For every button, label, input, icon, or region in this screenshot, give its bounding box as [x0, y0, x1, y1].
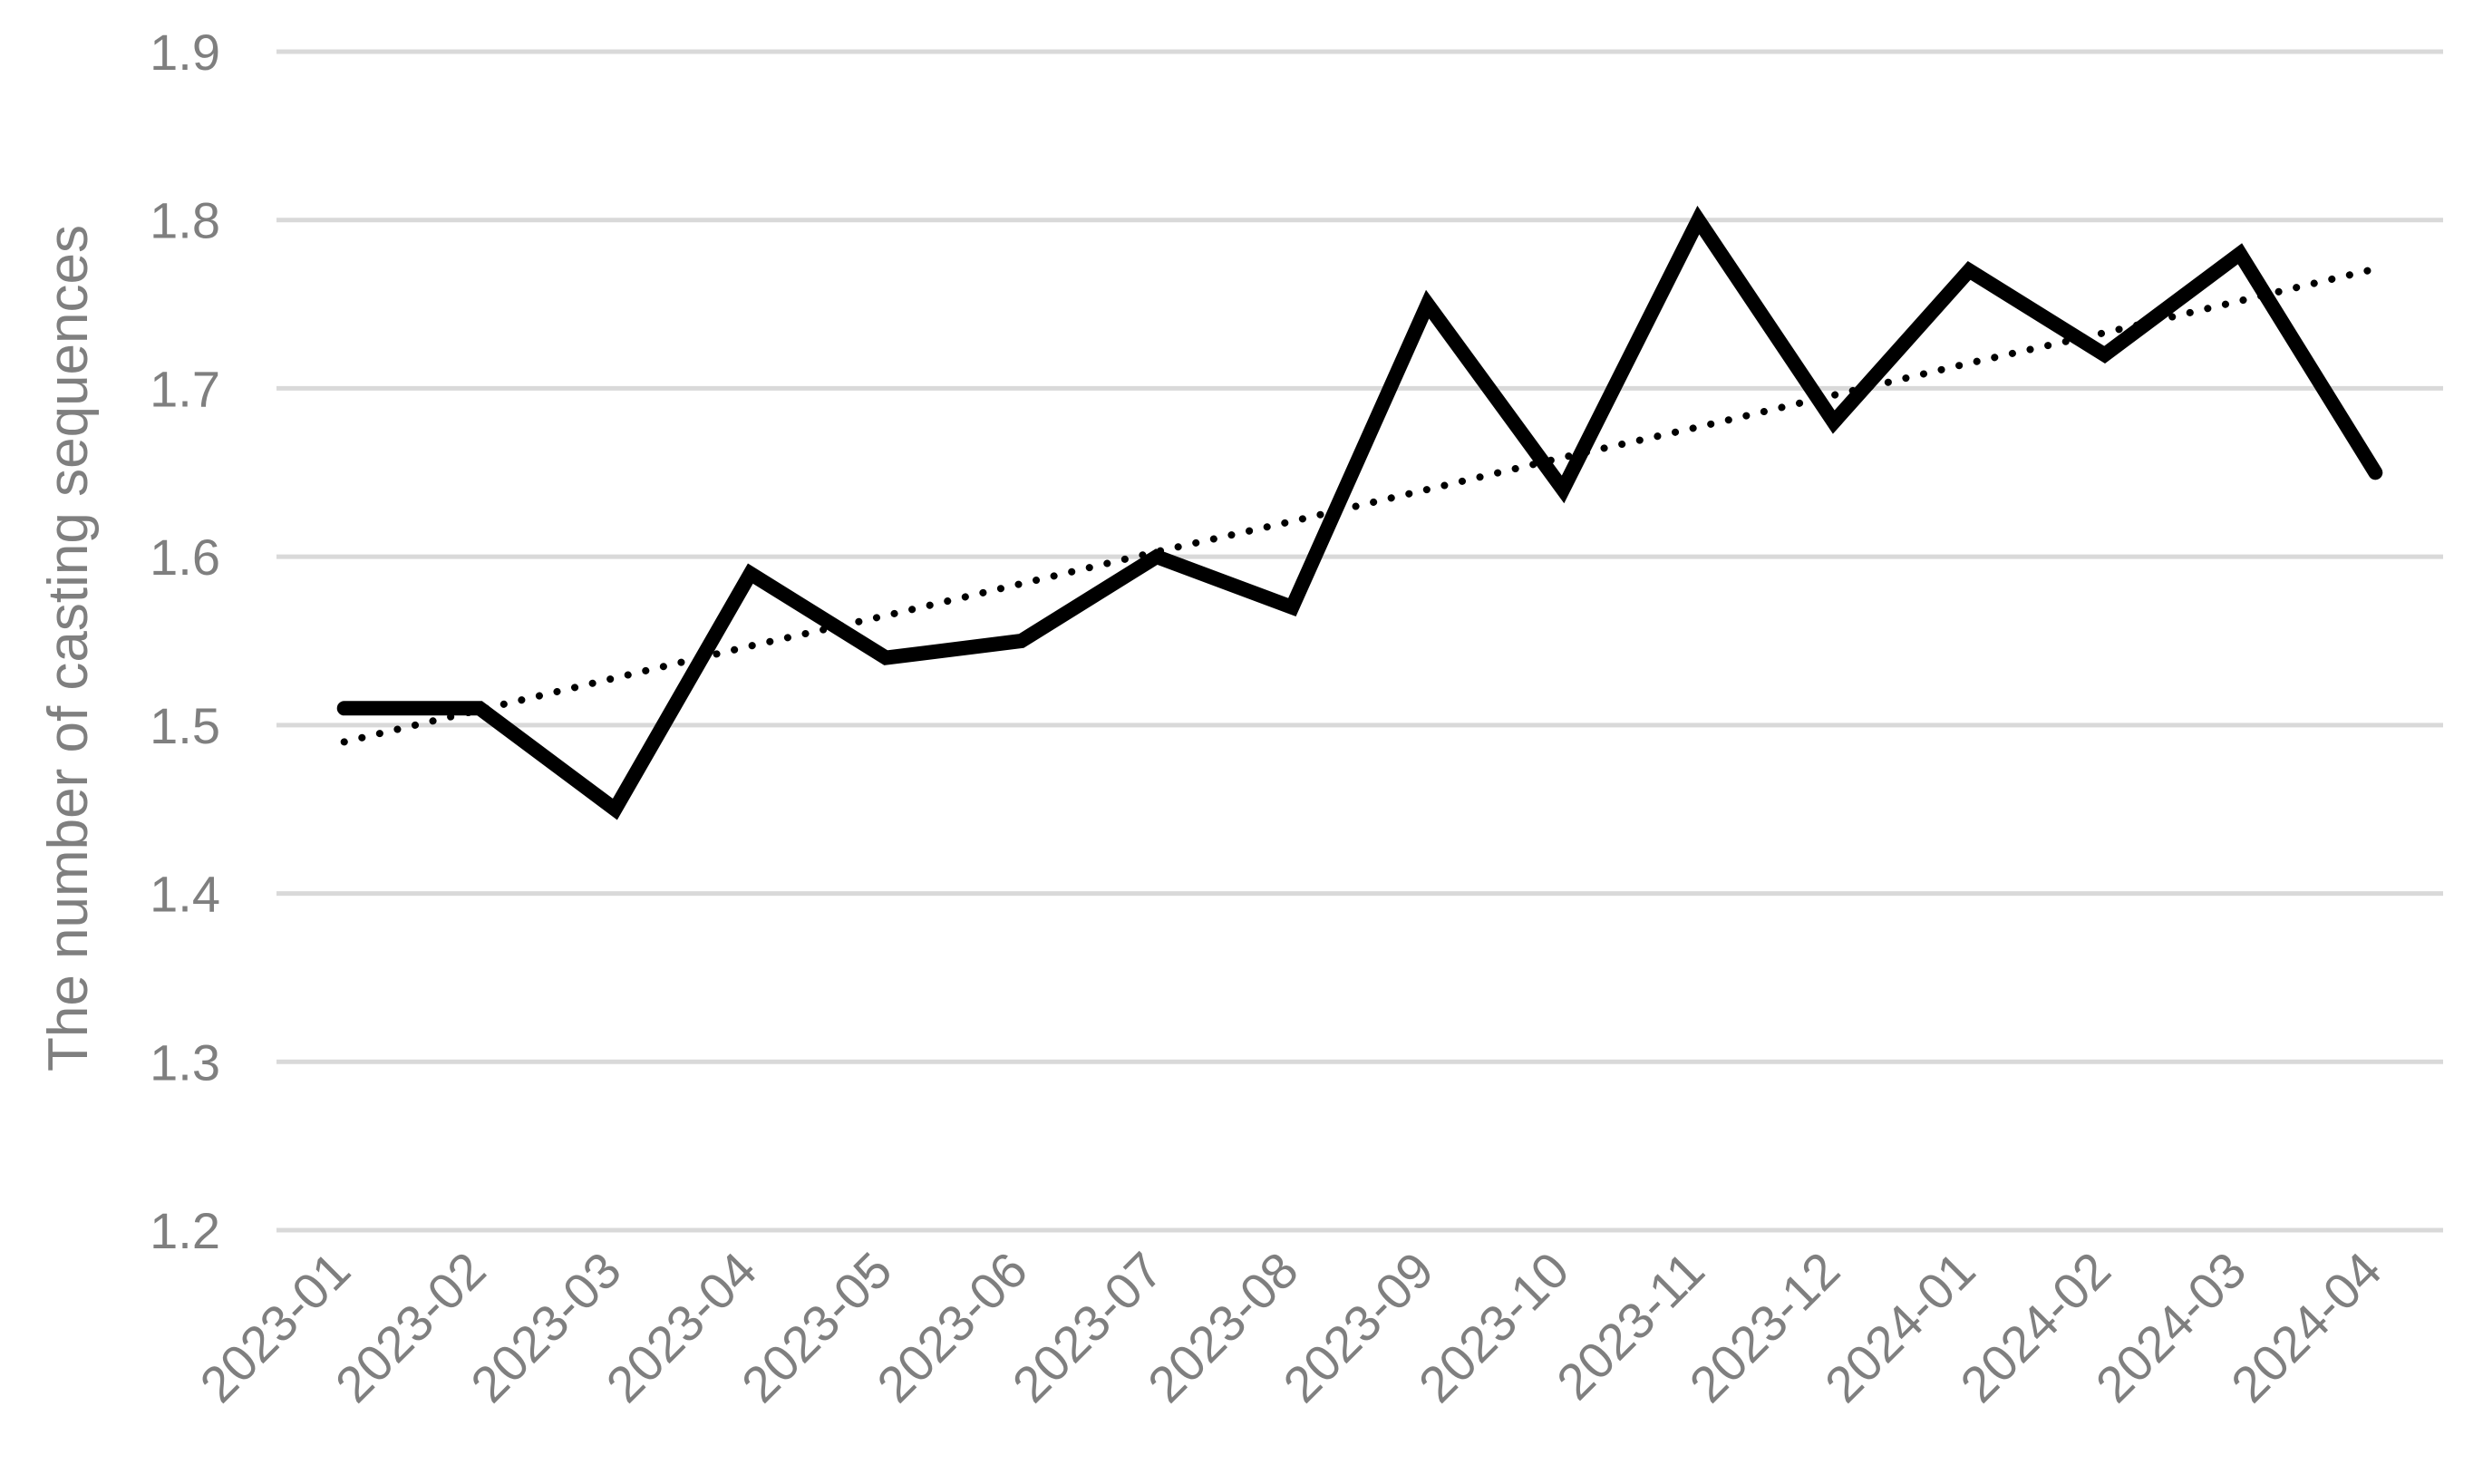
x-tick-label: 2024-04 — [2220, 1241, 2392, 1413]
x-tick-label: 2023-02 — [325, 1241, 497, 1413]
x-tick-label: 2023-06 — [866, 1241, 1038, 1413]
y-axis-title: The number of casting sequences — [37, 225, 100, 1072]
x-axis-ticks: 2023-012023-022023-032023-042023-052023-… — [189, 1241, 2391, 1413]
y-tick-label: 1.6 — [150, 529, 220, 586]
x-tick-label: 2023-09 — [1272, 1241, 1444, 1413]
x-tick-label: 2024-01 — [1814, 1241, 1986, 1413]
y-tick-label: 1.3 — [150, 1033, 220, 1091]
y-tick-label: 1.9 — [150, 24, 220, 81]
x-tick-label: 2023-03 — [460, 1241, 632, 1413]
x-tick-label: 2023-04 — [595, 1241, 767, 1413]
x-tick-label: 2024-03 — [2085, 1241, 2257, 1413]
trendline — [340, 265, 2380, 746]
x-tick-label: 2023-08 — [1137, 1241, 1309, 1413]
y-tick-label: 1.2 — [150, 1202, 220, 1259]
gridlines — [276, 49, 2443, 1233]
x-tick-label: 2023-07 — [1002, 1241, 1174, 1413]
x-tick-label: 2023-01 — [189, 1241, 361, 1413]
x-tick-label: 2024-02 — [1949, 1241, 2121, 1413]
y-tick-label: 1.4 — [150, 866, 220, 923]
series-line — [336, 205, 2383, 820]
y-tick-label: 1.7 — [150, 360, 220, 417]
x-tick-label: 2023-12 — [1678, 1241, 1850, 1413]
x-tick-label: 2023-05 — [731, 1241, 903, 1413]
x-tick-label: 2023-10 — [1408, 1241, 1580, 1413]
y-tick-label: 1.5 — [150, 697, 220, 754]
y-axis-ticks: 1.2 1.3 1.4 1.5 1.6 1.7 1.8 1.9 — [150, 24, 220, 1259]
series-group — [336, 205, 2383, 820]
y-tick-label: 1.8 — [150, 192, 220, 249]
